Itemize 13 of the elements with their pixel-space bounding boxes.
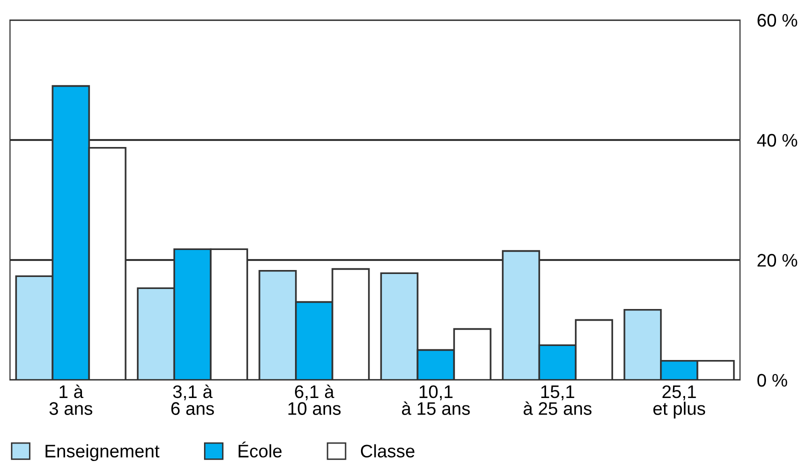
y-tick-label: 60 % [758, 14, 798, 27]
x-tick-label: 15,1 à 25 ans [524, 386, 592, 415]
legend-label: École [238, 442, 282, 458]
y-tick-label: 0 % [757, 374, 788, 387]
x-tick-label: 1 à 3 ans [49, 384, 92, 415]
x-tick-label: 25,1 et plus [653, 385, 706, 419]
x-tick-label: 10,1 à 15 ans [402, 385, 470, 415]
y-tick-label: 40 % [757, 134, 798, 147]
y-tick-label: 20 % [758, 254, 798, 267]
legend-label: Classe [360, 444, 414, 458]
x-tick-label: 6,1 à 10 ans [288, 384, 341, 415]
legend-label: Enseignement [46, 444, 160, 462]
x-tick-label: 3,1 à 6 ans [171, 384, 214, 415]
